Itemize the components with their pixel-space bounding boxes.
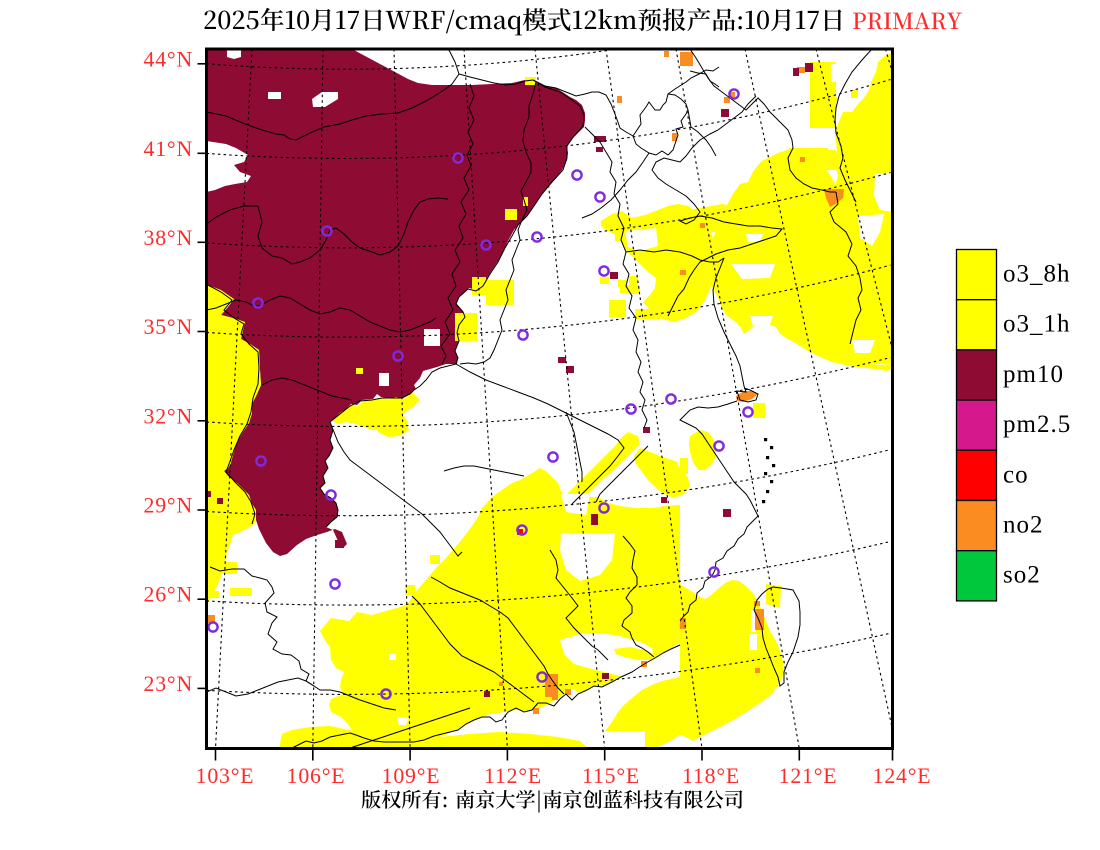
svg-text:44°N: 44°N [144,47,193,71]
svg-text:103°E: 103°E [196,764,255,788]
svg-text:41°N: 41°N [144,137,193,161]
svg-text:35°N: 35°N [144,315,193,339]
svg-text:32°N: 32°N [144,404,193,428]
svg-text:109°E: 109°E [382,764,441,788]
svg-text:o3_8h: o3_8h [1003,261,1071,288]
svg-text:26°N: 26°N [144,583,193,607]
svg-text:o3_1h: o3_1h [1003,311,1071,338]
svg-text:124°E: 124°E [873,764,932,788]
svg-text:pm2.5: pm2.5 [1003,411,1071,438]
svg-text:23°N: 23°N [144,672,193,696]
svg-text:121°E: 121°E [779,764,838,788]
svg-text:38°N: 38°N [144,226,193,250]
svg-text:118°E: 118°E [682,764,740,788]
svg-text:pm10: pm10 [1003,361,1064,388]
svg-text:115°E: 115°E [582,764,640,788]
svg-text:co: co [1003,461,1029,488]
svg-text:29°N: 29°N [144,494,193,518]
svg-text:112°E: 112°E [484,764,542,788]
svg-text:no2: no2 [1003,512,1044,539]
svg-text:so2: so2 [1003,562,1041,589]
svg-text:106°E: 106°E [287,764,346,788]
